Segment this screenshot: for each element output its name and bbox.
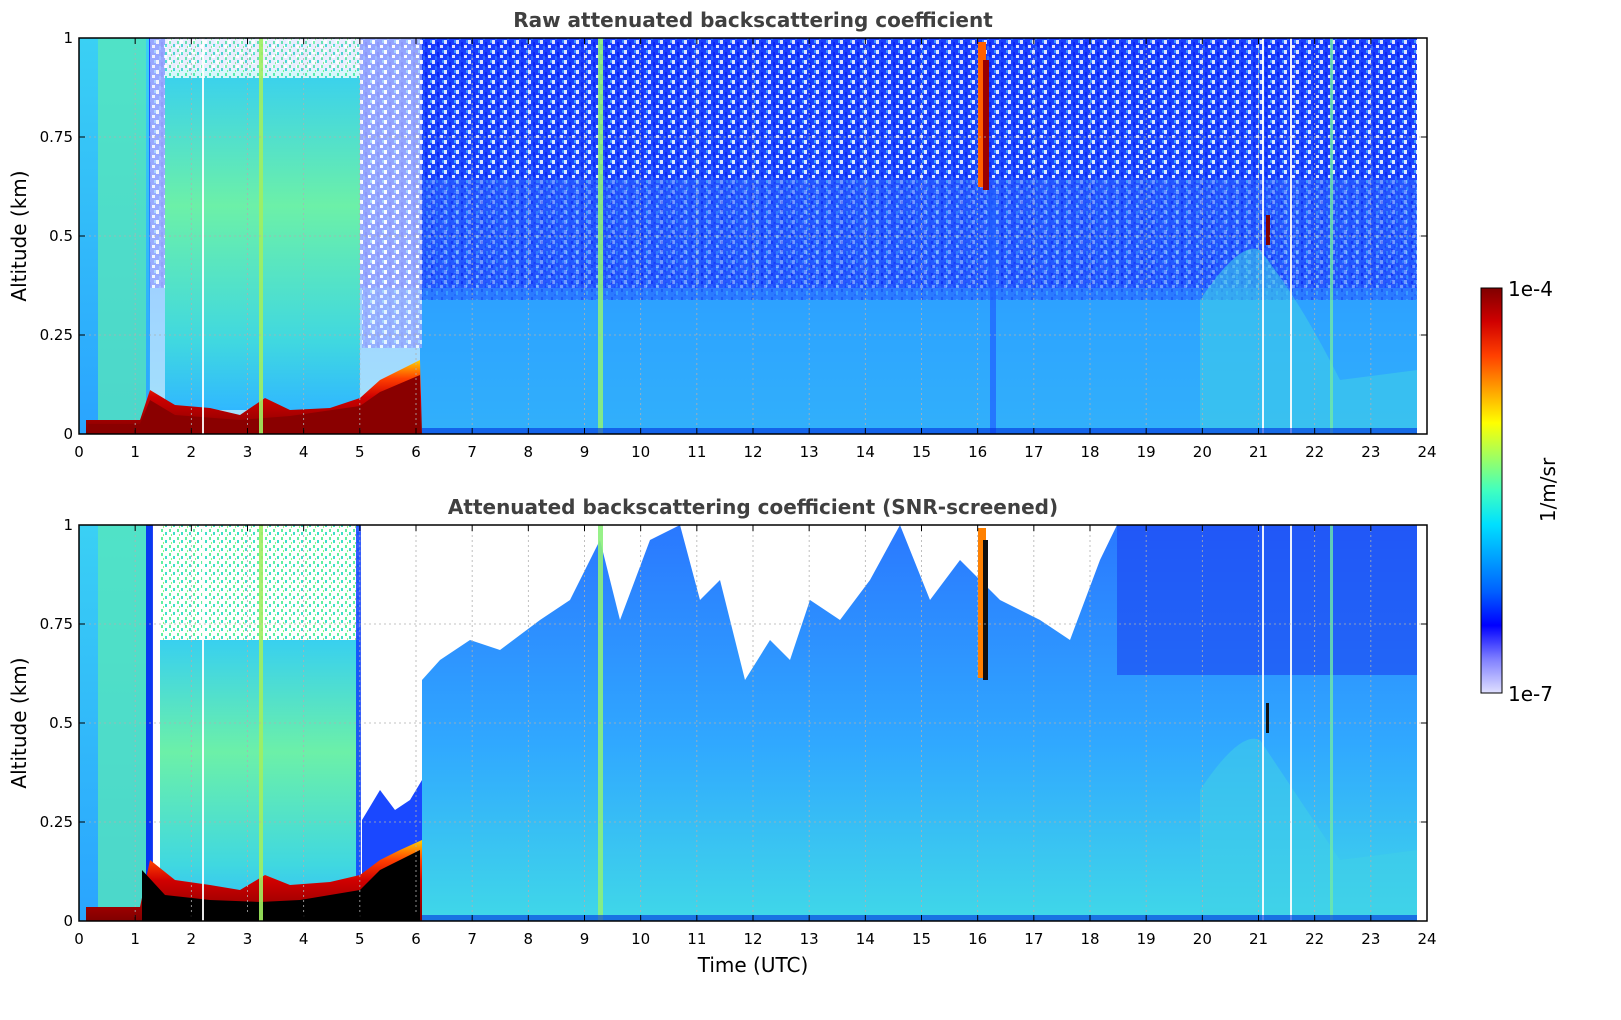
x-tick-label: 14 <box>856 443 875 461</box>
surface-cloud-core <box>88 375 420 434</box>
streak-22h <box>1330 38 1333 434</box>
gap-2h <box>202 38 204 434</box>
streak-16h-core <box>983 540 988 680</box>
x-tick-label: 3 <box>243 443 253 461</box>
x-tick-label: 2 <box>187 443 197 461</box>
colorbar-bar <box>1480 287 1503 694</box>
y-tick-label: 1 <box>63 516 73 534</box>
x-tick-label: 22 <box>1305 443 1324 461</box>
gap-21h <box>1262 38 1264 434</box>
streak-16h-core <box>983 60 989 190</box>
x-tick-label: 15 <box>912 443 931 461</box>
colorbar: 1e-4 1e-7 1/m/sr <box>1480 277 1560 706</box>
x-tick-label: 12 <box>743 930 762 948</box>
x-tick-label: 15 <box>912 930 931 948</box>
afternoon-plume <box>1200 738 1417 921</box>
x-tick-label: 12 <box>743 443 762 461</box>
spot-21h <box>1266 215 1270 245</box>
y-tick-label: 0 <box>63 912 73 930</box>
colorbar-label: 1/m/sr <box>1536 457 1560 522</box>
x-tick-label: 3 <box>243 930 253 948</box>
x-tick-label: 4 <box>299 930 309 948</box>
x-tick-label: 11 <box>687 930 706 948</box>
x-axis-label: Time (UTC) <box>697 953 809 977</box>
x-tick-label: 20 <box>1193 930 1212 948</box>
fog-edge <box>356 525 361 921</box>
x-tick-label: 19 <box>1137 930 1156 948</box>
y-tick-label: 0.25 <box>40 326 73 344</box>
x-tick-label: 24 <box>1417 443 1436 461</box>
x-tick-label: 24 <box>1417 930 1436 948</box>
x-tick-label: 16 <box>968 443 987 461</box>
y-tick-label: 0.5 <box>49 714 73 732</box>
x-tick-label: 7 <box>467 443 477 461</box>
x-tick-label: 23 <box>1361 930 1380 948</box>
streak-22h <box>1330 525 1333 921</box>
y-tick-label: 1 <box>63 29 73 47</box>
streak-16h <box>978 42 986 187</box>
x-tick-label: 8 <box>524 930 534 948</box>
panel-title: Attenuated backscattering coefficient (S… <box>448 495 1058 519</box>
saturated-layer <box>142 850 420 921</box>
y-tick-label: 0.75 <box>40 128 73 146</box>
y-tick-label: 0.5 <box>49 227 73 245</box>
x-tick-label: 18 <box>1080 930 1099 948</box>
x-tick-label: 17 <box>1024 930 1043 948</box>
x-tick-label: 1 <box>130 443 140 461</box>
surface-line <box>422 428 1417 434</box>
x-tick-label: 0 <box>74 443 84 461</box>
streak-16h-below <box>990 190 996 434</box>
x-tick-label: 5 <box>355 930 365 948</box>
dense-upper-region <box>1117 525 1417 675</box>
x-tick-label: 23 <box>1361 443 1380 461</box>
x-tick-label: 8 <box>524 443 534 461</box>
x-tick-label: 9 <box>580 930 590 948</box>
x-tick-label: 13 <box>800 443 819 461</box>
x-tick-label: 14 <box>856 930 875 948</box>
x-tick-label: 2 <box>187 930 197 948</box>
streak-16h <box>978 528 986 678</box>
x-tick-label: 13 <box>800 930 819 948</box>
panel-title: Raw attenuated backscattering coefficien… <box>513 8 993 32</box>
x-tick-label: 11 <box>687 443 706 461</box>
y-tick-label: 0.25 <box>40 813 73 831</box>
afternoon-plume <box>1200 248 1417 434</box>
x-tick-label: 21 <box>1249 930 1268 948</box>
y-axis-label: Altitude (km) <box>7 170 31 301</box>
x-tick-label: 1 <box>130 930 140 948</box>
y-axis-label: Altitude (km) <box>7 657 31 788</box>
x-tick-label: 10 <box>631 443 650 461</box>
gap-2h <box>202 525 204 921</box>
spot-21h <box>1266 703 1269 733</box>
x-tick-label: 21 <box>1249 443 1268 461</box>
x-tick-label: 17 <box>1024 443 1043 461</box>
x-tick-label: 4 <box>299 443 309 461</box>
x-tick-label: 16 <box>968 930 987 948</box>
colorbar-max-label: 1e-4 <box>1508 277 1553 301</box>
gap-21h <box>1262 525 1264 921</box>
colorbar-min-label: 1e-7 <box>1508 682 1553 706</box>
x-tick-label: 19 <box>1137 443 1156 461</box>
x-tick-label: 22 <box>1305 930 1324 948</box>
panel-raw: Raw attenuated backscattering coefficien… <box>7 8 1437 461</box>
x-tick-label: 20 <box>1193 443 1212 461</box>
y-tick-label: 0.75 <box>40 615 73 633</box>
panel-screened: Attenuated backscattering coefficient (S… <box>7 495 1437 977</box>
y-tick-label: 0 <box>63 425 73 443</box>
x-tick-label: 18 <box>1080 443 1099 461</box>
x-tick-label: 9 <box>580 443 590 461</box>
x-tick-label: 6 <box>411 443 421 461</box>
surface-line <box>422 915 1417 921</box>
x-tick-label: 6 <box>411 930 421 948</box>
gap-speckle <box>362 38 422 348</box>
x-tick-label: 5 <box>355 443 365 461</box>
x-tick-label: 10 <box>631 930 650 948</box>
x-tick-label: 0 <box>74 930 84 948</box>
x-tick-label: 7 <box>467 930 477 948</box>
